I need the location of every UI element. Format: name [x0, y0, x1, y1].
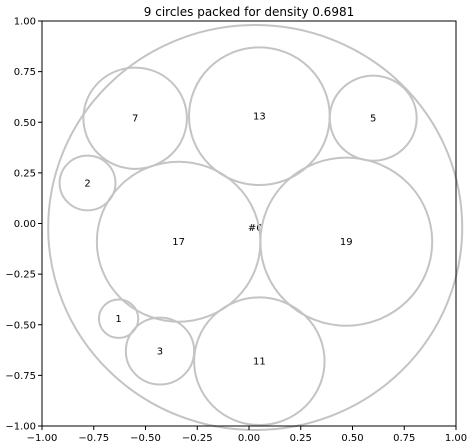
circle-label-5: 5	[370, 114, 376, 125]
container-label: #0	[248, 223, 263, 234]
circle-label-11: 11	[253, 357, 266, 368]
x-tick-label: 0.00	[238, 433, 260, 444]
x-tick-label: −1.00	[27, 433, 58, 444]
circle-label-13: 13	[253, 112, 266, 123]
circle-label-19: 19	[340, 237, 353, 248]
x-tick-label: −0.25	[182, 433, 213, 444]
x-tick-label: −0.50	[130, 433, 161, 444]
circle-5	[328, 74, 418, 162]
y-tick-label: 0.25	[14, 168, 36, 179]
x-tick-label: 1.00	[445, 433, 467, 444]
circle-label-17: 17	[172, 237, 185, 248]
y-tick-label: −0.50	[5, 320, 36, 331]
circle-label-3: 3	[157, 347, 163, 358]
circle-7	[82, 66, 188, 170]
circle-label-7: 7	[132, 114, 138, 125]
circle-2	[58, 154, 117, 212]
circle-11	[193, 296, 326, 426]
x-tick-label: 0.50	[341, 433, 363, 444]
x-tick-label: 0.25	[290, 433, 312, 444]
y-axis: −1.00 −0.75 −0.50 −0.25 0.00 0.25 0.50 0.75 1.00	[5, 17, 42, 433]
container-circle	[47, 24, 464, 432]
y-tick-label: 1.00	[14, 17, 36, 28]
circle-19	[259, 156, 434, 327]
x-tick-label: −0.75	[78, 433, 109, 444]
chart-title: 9 circles packed for density 0.6981	[144, 5, 354, 19]
circle-1	[97, 298, 140, 339]
y-tick-label: 0.50	[14, 118, 36, 129]
y-tick-label: 0.00	[14, 219, 36, 230]
x-axis: −1.00 −0.75 −0.50 −0.25 0.00 0.25 0.50 0.75 1.00	[27, 426, 467, 444]
y-tick-label: −1.00	[5, 422, 36, 433]
y-tick-label: −0.25	[5, 270, 36, 281]
y-tick-label: −0.75	[5, 371, 36, 382]
y-tick-label: 0.75	[14, 67, 36, 78]
x-tick-label: 0.75	[393, 433, 415, 444]
circle-label-2: 2	[84, 179, 90, 190]
circle-label-1: 1	[115, 314, 121, 325]
